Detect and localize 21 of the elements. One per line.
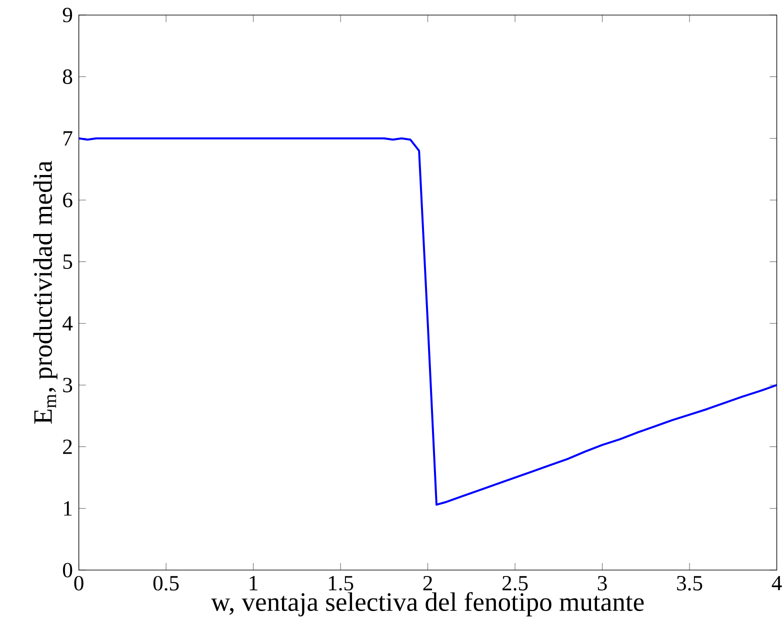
x-tick-label: 2 <box>423 576 432 590</box>
y-tick-label: 6 <box>63 192 72 208</box>
x-tick-label: 1.5 <box>328 576 354 591</box>
y-tick-label: 8 <box>62 69 72 84</box>
y-tick-label: 2 <box>63 440 72 454</box>
x-tick-label: 3.5 <box>677 576 702 591</box>
y-tick-label: 5 <box>63 254 72 269</box>
x-tick-label: 4 <box>772 576 782 590</box>
y-tick-label: 7 <box>64 131 72 146</box>
x-tick-label: 0 <box>74 576 84 591</box>
x-tick-label: 1 <box>250 576 258 590</box>
y-tick-label: 1 <box>64 501 72 516</box>
y-tick-label: 3 <box>63 378 72 392</box>
x-tick-label: 3 <box>598 576 607 591</box>
x-tick-label: 0.5 <box>153 576 179 591</box>
y-axis-title: E$_{m}$, productividad media <box>33 160 58 424</box>
y-tick-label: 4 <box>62 316 73 331</box>
x-axis-title: w, ventaja selectiva del fenotipo mutante <box>211 592 644 616</box>
y-tick-label: 0 <box>62 562 72 578</box>
y-tick-label: 9 <box>62 8 72 22</box>
x-tick-label: 2.5 <box>502 576 528 591</box>
